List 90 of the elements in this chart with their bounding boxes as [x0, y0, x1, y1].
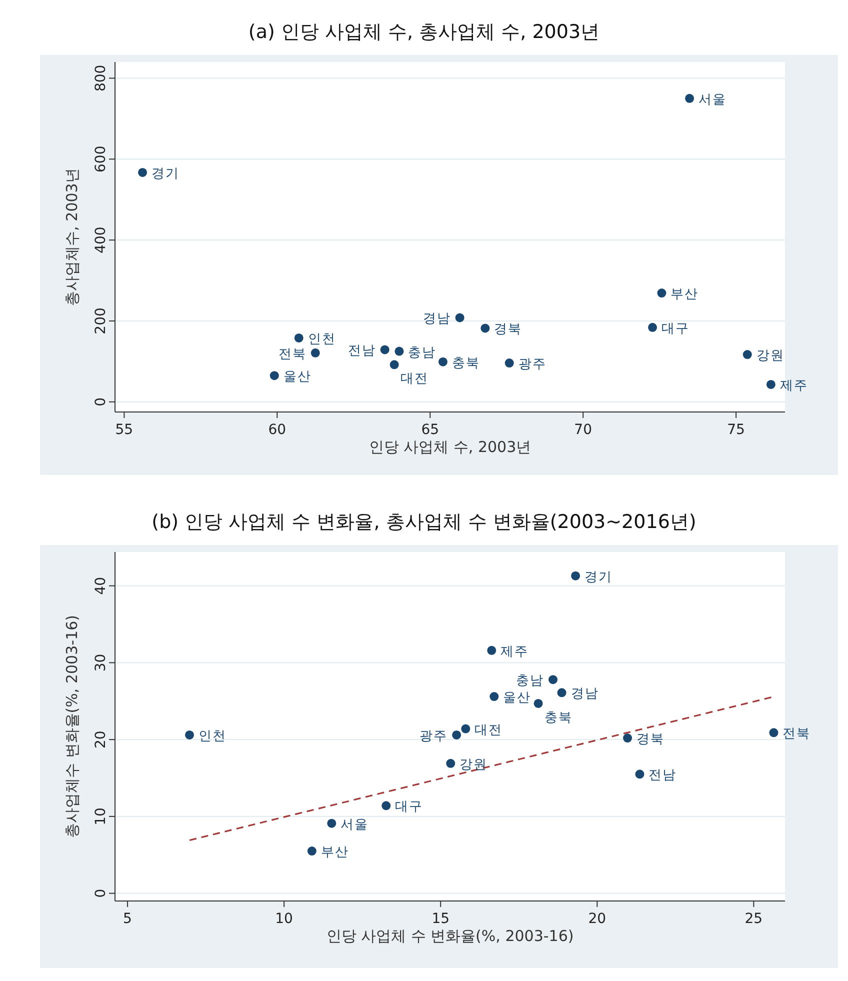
point: [452, 730, 462, 740]
x-axis-title: 인당 사업체 수, 2003년: [368, 438, 532, 456]
x-tick-label: 55: [115, 422, 134, 438]
annotation: 충북: [452, 356, 480, 371]
x-tick-label: 15: [432, 911, 450, 927]
point: [769, 728, 778, 738]
point: [571, 571, 580, 580]
point: [504, 358, 514, 368]
point: [490, 692, 499, 702]
x-tick-label: 70: [574, 422, 592, 438]
annotation: 경북: [494, 322, 522, 338]
annotation: 전남: [348, 344, 376, 359]
x-tick-label: 65: [421, 422, 440, 438]
point: [394, 346, 404, 356]
point: [766, 380, 776, 389]
point: [635, 770, 644, 779]
x-tick-label: 60: [268, 422, 286, 438]
point: [327, 818, 336, 828]
annotation: 충북: [544, 710, 572, 726]
y-tick-label: 40: [93, 576, 109, 595]
y-axis-title: 총사업체수, 2003년: [63, 168, 81, 306]
y-tick-label: 200: [93, 308, 109, 334]
point: [380, 345, 390, 354]
y-axis-title: 총사업체수 변화율(%, 2003-16): [63, 615, 81, 838]
annotation: 대전: [474, 722, 503, 738]
annotation: 경남: [570, 686, 599, 702]
annotation: 부산: [320, 845, 349, 860]
annotation: 제주: [780, 378, 808, 394]
annotation: 인천: [198, 728, 227, 744]
x-tick-label: 5: [123, 911, 132, 927]
chart-title: (b) 인당 사업체 수 변화율, 총사업체 수 변화율(2003~2016년): [152, 511, 696, 533]
annotation: 전북: [782, 726, 811, 742]
point: [623, 734, 632, 743]
annotation: 인천: [308, 332, 336, 347]
annotation: 울산: [283, 370, 312, 385]
point: [557, 688, 566, 698]
point: [294, 333, 304, 342]
point: [487, 646, 496, 655]
point: [307, 846, 316, 856]
annotation: 전남: [648, 768, 677, 784]
y-tick-label: 30: [93, 654, 109, 672]
y-tick-label: 10: [93, 808, 109, 826]
point: [461, 724, 470, 734]
annotation: 경기: [584, 570, 613, 585]
annotation: 경남: [422, 312, 451, 327]
annotation: 대전: [400, 372, 428, 387]
y-tick-label: 0: [93, 888, 109, 898]
point: [455, 313, 464, 322]
point: [446, 758, 456, 768]
point: [438, 357, 448, 366]
x-tick-label: 75: [727, 422, 745, 438]
x-tick-label: 10: [275, 911, 293, 927]
annotation: 광주: [518, 357, 546, 372]
y-tick-label: 20: [93, 730, 109, 748]
annotation: 서울: [698, 92, 727, 108]
annotation: 대구: [395, 800, 424, 815]
annotation: 서울: [340, 817, 369, 832]
point: [657, 288, 666, 298]
annotation: 충남: [408, 345, 436, 360]
point: [648, 322, 658, 332]
annotation: 경기: [152, 166, 180, 182]
annotation: 대구: [662, 321, 690, 336]
point: [390, 360, 399, 370]
annotation: 제주: [500, 644, 529, 660]
point: [480, 324, 490, 333]
y-tick-label: 600: [93, 146, 109, 172]
point: [534, 698, 543, 708]
annotation: 충남: [516, 674, 544, 689]
x-tick-label: 25: [744, 911, 763, 927]
point: [310, 348, 320, 358]
annotation: 광주: [420, 728, 448, 744]
annotation: 강원: [460, 757, 488, 772]
annotation: 경북: [636, 732, 665, 748]
point: [138, 168, 148, 177]
point: [685, 94, 694, 103]
y-tick-label: 400: [93, 226, 109, 254]
y-tick-label: 800: [93, 64, 109, 92]
annotation: 강원: [756, 348, 784, 364]
x-axis-title: 인당 사업체 수 변화율(%, 2003-16): [326, 927, 574, 945]
point: [742, 350, 752, 360]
y-tick-label: 0: [93, 397, 109, 406]
annotation: 울산: [503, 690, 532, 706]
point: [548, 675, 558, 684]
annotation: 부산: [670, 287, 699, 302]
x-tick-label: 20: [588, 911, 606, 927]
point: [270, 371, 279, 380]
annotation: 전북: [278, 346, 306, 362]
point: [382, 801, 391, 810]
chart-title: (a) 인당 사업체 수, 총사업체 수, 2003년: [248, 21, 600, 43]
point: [185, 730, 194, 740]
